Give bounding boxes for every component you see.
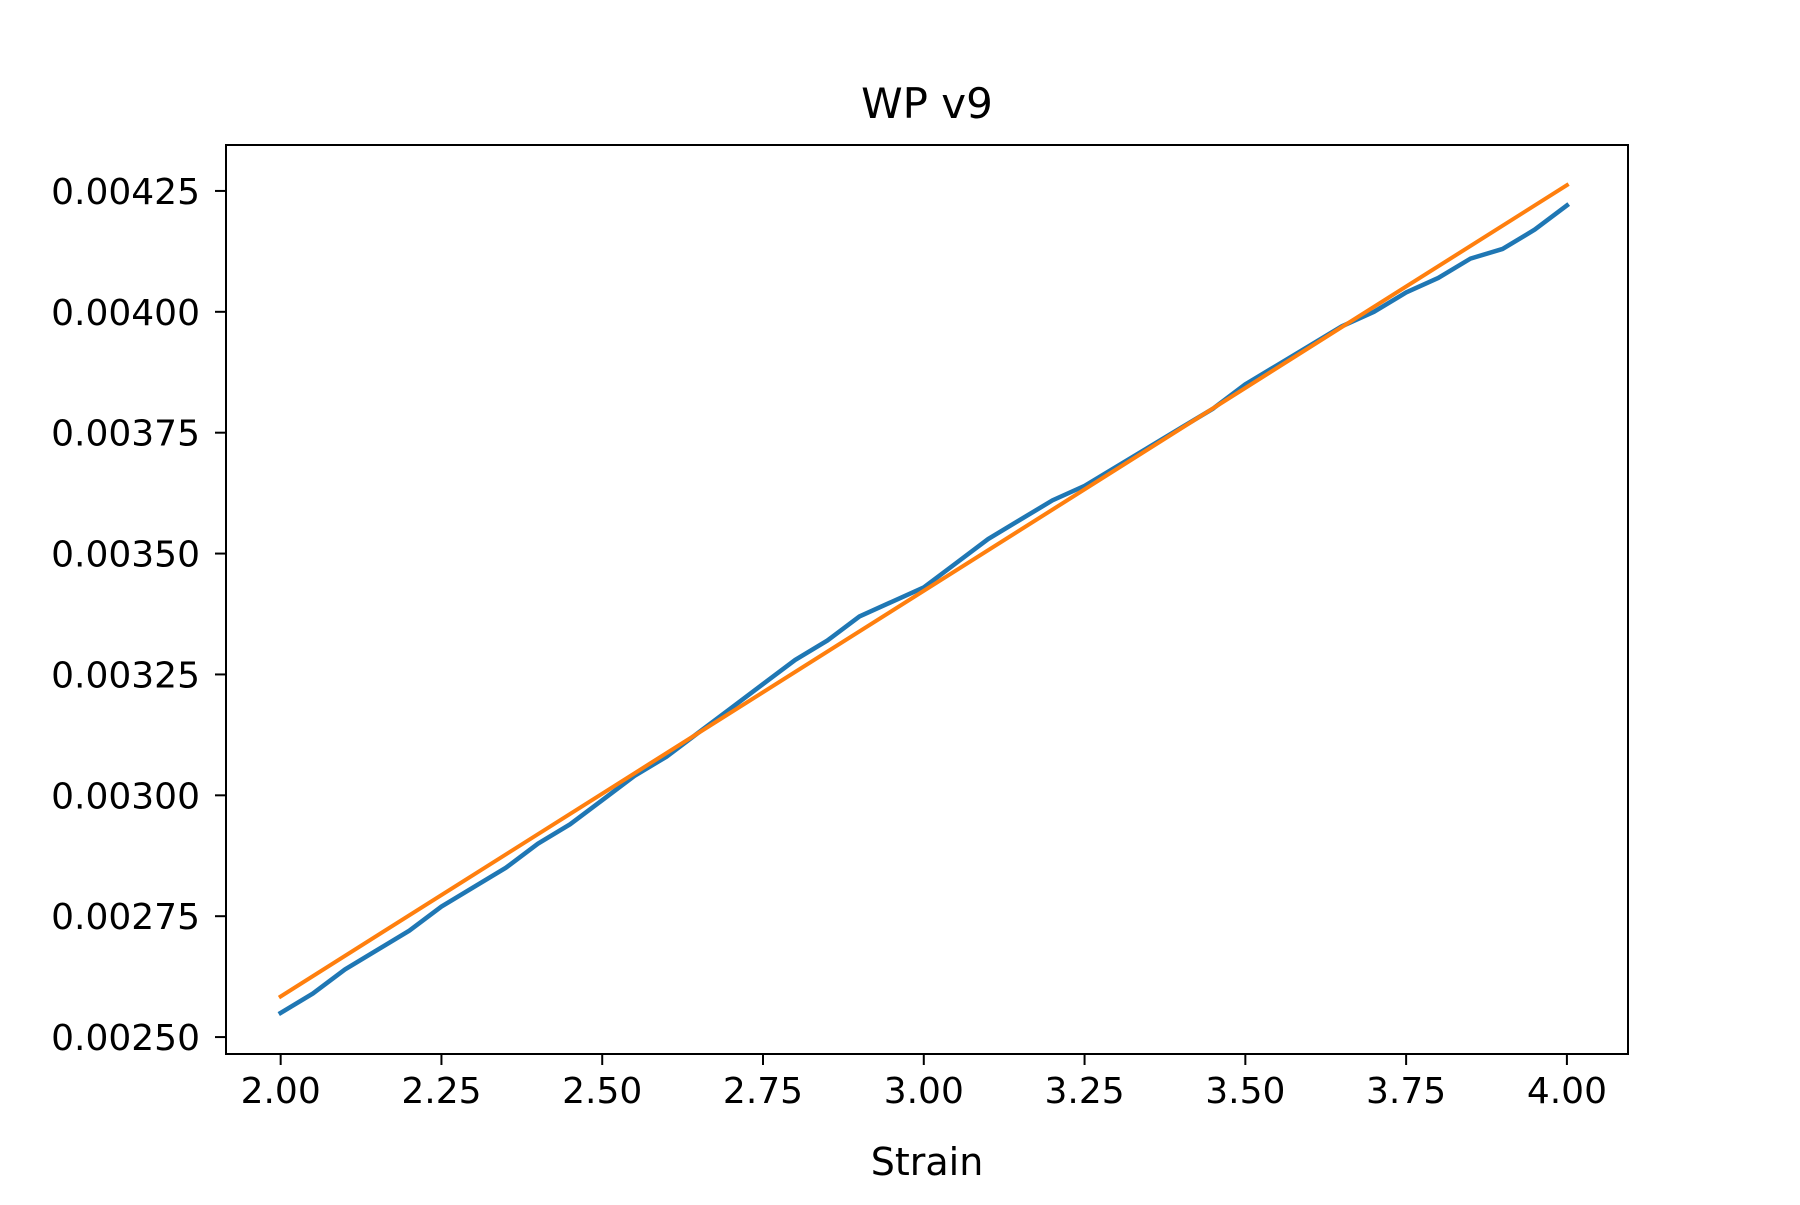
y-tick-label: 0.00275 — [51, 897, 200, 938]
y-tick-label: 0.00425 — [51, 172, 200, 213]
x-tick-label: 3.50 — [1205, 1071, 1285, 1112]
y-tick-label: 0.00325 — [51, 655, 200, 696]
y-tick-label: 0.00400 — [51, 293, 200, 334]
y-tick-label: 0.00375 — [51, 414, 200, 455]
y-tick-label: 0.00300 — [51, 776, 200, 817]
series-line-fit — [277, 182, 1570, 1000]
x-tick-label: 2.50 — [562, 1071, 642, 1112]
x-tick-label: 2.75 — [723, 1071, 803, 1112]
x-tick-label: 4.00 — [1527, 1071, 1607, 1112]
x-tick-label: 3.75 — [1366, 1071, 1446, 1112]
x-tick-label: 2.00 — [241, 1071, 321, 1112]
chart-title: WP v9 — [861, 79, 993, 128]
plot-area: 2.00 2.25 2.50 2.75 3.00 3.25 3.50 3.75 4.00 0.00… — [51, 144, 1629, 1112]
y-tick-label: 0.00250 — [51, 1018, 200, 1059]
x-axis-title: Strain — [871, 1140, 984, 1184]
axes-frame — [225, 144, 1629, 1055]
x-tick-label: 3.00 — [884, 1071, 964, 1112]
y-tick-label: 0.00350 — [51, 535, 200, 576]
x-tick-label: 2.25 — [401, 1071, 481, 1112]
series-group — [277, 182, 1571, 1016]
x-tick-label: 3.25 — [1044, 1071, 1124, 1112]
